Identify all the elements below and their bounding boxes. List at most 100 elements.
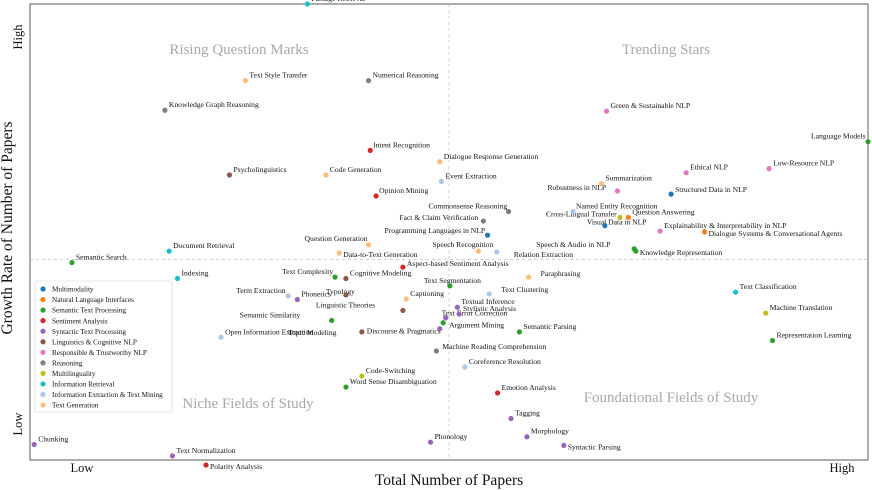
point-code-generation	[323, 172, 329, 178]
legend-item-information-retrieval: Information Retrieval	[52, 381, 114, 389]
point-emotion-analysis	[495, 390, 501, 396]
point-label-linguistic-theories: Linguistic Theories	[316, 300, 375, 309]
point-fact-and-claim-verification	[480, 218, 486, 224]
point-text-clustering	[486, 291, 492, 297]
point-label-cognitive-modeling: Cognitive Modeling	[350, 269, 412, 278]
point-label-commonsense-reasoning: Commonsense Reasoning	[428, 201, 507, 210]
point-word-sense-disambiguation	[343, 384, 349, 390]
point-label-textual-inference: Textual Inference	[461, 297, 515, 306]
x-tick-high: High	[830, 461, 856, 475]
point-programming-languages-in-nlp	[484, 232, 491, 238]
point-explainability-and-interpretability-in-nlp	[657, 228, 663, 234]
point-knowledge-graph-reasoning	[162, 107, 168, 113]
y-axis-title: Growth Rate of Number of Papers	[0, 121, 16, 334]
point-label-captioning: Captioning	[410, 289, 444, 298]
legend-marker-natural-language-interfaces	[40, 296, 46, 303]
point-question-answering	[625, 214, 631, 221]
point-label-representation-learning: Representation Learning	[776, 331, 851, 340]
point-discourse-and-pragmatics	[437, 326, 443, 332]
point-label-phonetics: Phonetics	[301, 289, 331, 298]
quadrant-top-right-label: Trending Stars	[622, 42, 710, 58]
point-label-text-clustering: Text Clustering	[501, 285, 548, 294]
point-data-to-text-generation	[336, 250, 342, 256]
point-visual-data-in-nlp	[602, 223, 608, 229]
point-label-question-generation: Question Generation	[305, 234, 368, 243]
point-labels: Passage Retrieval Text Style Transfer Nume…	[38, 0, 865, 471]
data-points	[31, 1, 871, 468]
quadrant-labels: Rising Question Marks Trending Stars Nic…	[169, 42, 758, 412]
point-passage-retrieval	[304, 1, 310, 7]
point-robustness-in-nlp	[614, 188, 621, 194]
legend-item-reasoning: Reasoning	[52, 359, 83, 367]
legend-marker-multilinguality	[40, 370, 46, 376]
point-label-argument-mining: Argument Mining	[449, 321, 504, 330]
point-label-machine-reading-comprehension: Machine Reading Comprehension	[442, 342, 546, 351]
point-chunking	[31, 441, 37, 448]
point-label-knowledge-graph-reasoning: Knowledge Graph Reasoning	[169, 100, 259, 109]
point-argument-mining	[440, 320, 446, 326]
legend-item-syntactic-text-processing: Syntactic Text Processing	[52, 328, 126, 336]
point-label-paraphrasing: Paraphrasing	[541, 269, 581, 278]
point-textual-inference	[454, 304, 460, 310]
legend-marker-responsible-and-trustworthy-nlp	[40, 349, 46, 355]
point-label-semantic-search: Semantic Search	[76, 253, 127, 262]
point-summarization	[598, 181, 605, 187]
point-open-information-extraction	[218, 334, 224, 340]
legend: Multimodality Natural Language Interfaces…	[34, 280, 173, 413]
point-label-code-switching: Code-Switching	[366, 366, 416, 375]
point-machine-translation	[763, 310, 769, 316]
legend-item-semantic-text-processing: Semantic Text Processing	[52, 307, 126, 315]
point-label-numerical-reasoning: Numerical Reasoning	[373, 71, 439, 80]
point-label-text-complexity: Text Complexity	[282, 267, 333, 276]
point-commonsense-reasoning	[505, 208, 512, 215]
point-label-indexing: Indexing	[181, 269, 208, 278]
point-label-data-to-text-generation: Data-to-Text Generation	[343, 250, 418, 259]
point-low-resource-nlp	[766, 166, 772, 172]
point-label-text-classification: Text Classification	[740, 282, 797, 291]
legend-item-multilinguality: Multilinguality	[52, 370, 96, 378]
point-label-word-sense-disambiguation: Word Sense Disambiguation	[350, 377, 437, 386]
point-captioning	[403, 296, 409, 302]
x-axis-title: Total Number of Papers	[375, 472, 523, 489]
point-label-green-and-sustainable-nlp: Green & Sustainable NLP	[611, 101, 691, 110]
point-label-dialogue-response-generation: Dialogue Response Generation	[444, 152, 539, 161]
point-label-coreference-resolution: Coreference Resolution	[469, 357, 541, 366]
point-dialogue-response-generation	[437, 159, 443, 165]
point-semantic-search	[69, 259, 75, 266]
point-label-knowledge-representation: Knowledge Representation	[640, 248, 723, 257]
point-label-machine-translation: Machine Translation	[770, 303, 833, 312]
point-label-text-segmentation: Text Segmentation	[424, 276, 481, 285]
point-label-semantic-parsing: Semantic Parsing	[523, 322, 576, 331]
point-linguistic-theories	[400, 307, 406, 314]
point-dialogue-systems-and-conversational-agents	[701, 229, 708, 235]
point-opinion-mining	[373, 193, 379, 199]
point-label-relation-extraction: Relation Extraction	[514, 250, 573, 259]
legend-item-information-extraction-and-text-mining: Information Extraction & Text Mining	[52, 391, 163, 399]
legend-item-sentiment-analysis: Sentiment Analysis	[52, 317, 108, 325]
point-language-models	[865, 139, 871, 145]
point-label-dialogue-systems-and-conversational-agents: Dialogue Systems & Conversational Agents	[709, 229, 843, 238]
point-document-retrieval	[166, 248, 172, 254]
point-numerical-reasoning	[365, 78, 372, 84]
point-typology	[343, 292, 349, 298]
y-tick-high: High	[11, 24, 25, 50]
point-aspect-based-sentiment-analysis	[400, 264, 406, 270]
point-label-text-error-correction: Text Error Correction	[442, 309, 508, 318]
legend-item-responsible-and-trustworthy-nlp: Responsible & Trustworthy NLP	[52, 349, 147, 357]
point-machine-reading-comprehension	[433, 348, 440, 354]
point-indexing	[174, 275, 181, 282]
point-label-programming-languages-in-nlp: Programming Languages in NLP	[385, 226, 486, 235]
axis-ticks: High Low Low High	[11, 24, 855, 475]
point-syntactic-parsing	[561, 442, 567, 449]
point-label-morphology: Morphology	[531, 427, 569, 436]
quadrant-top-left-label: Rising Question Marks	[169, 42, 308, 58]
point-label-passage-retrieval: Passage Retrieval	[311, 0, 365, 3]
point-knowledge-representation	[633, 248, 639, 254]
legend-item-natural-language-interfaces: Natural Language Interfaces	[52, 296, 134, 304]
point-label-summarization: Summarization	[606, 174, 653, 183]
point-label-intent-recognition: Intent Recognition	[373, 140, 430, 149]
point-green-and-sustainable-nlp	[603, 108, 610, 114]
point-label-structured-data-in-nlp: Structured Data in NLP	[675, 185, 747, 194]
point-label-language-models: Language Models	[811, 132, 866, 141]
